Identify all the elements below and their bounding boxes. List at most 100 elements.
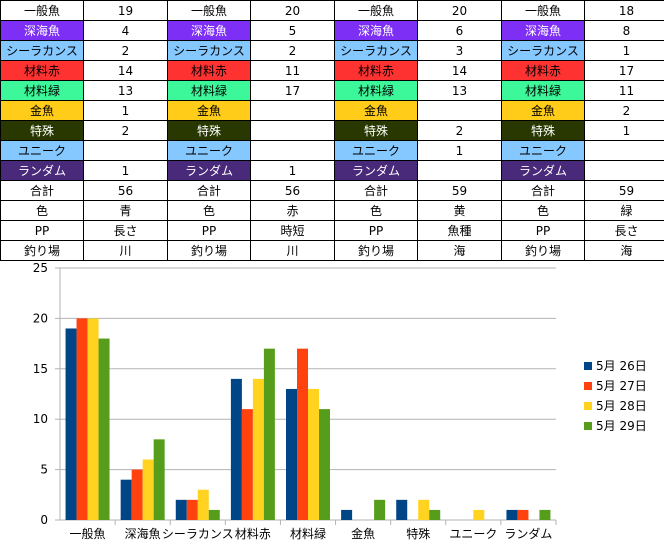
cell-iro-1[interactable]: 青 <box>83 200 168 221</box>
row-label-zaiaka[interactable]: 材料赤 <box>334 60 418 81</box>
cell-zaiaka-1[interactable]: 14 <box>83 60 168 81</box>
row-label-kingyo[interactable]: 金魚 <box>167 100 251 121</box>
cell-coela-4[interactable]: 1 <box>584 40 664 61</box>
cell-shinkai-1[interactable]: 4 <box>83 20 168 41</box>
cell-tsuriba-1[interactable]: 川 <box>83 240 168 261</box>
row-label-unique[interactable]: ユニーク <box>334 140 418 161</box>
cell-random-1[interactable]: 1 <box>83 160 168 181</box>
cell-tokushu-2[interactable] <box>250 120 335 141</box>
row-label-shinkai[interactable]: 深海魚 <box>501 20 585 41</box>
row-label-ippan[interactable]: 一般魚 <box>501 0 585 21</box>
row-label-tokushu[interactable]: 特殊 <box>167 120 251 141</box>
cell-zaiaka-3[interactable]: 14 <box>417 60 502 81</box>
cell-zaimidori-2[interactable]: 17 <box>250 80 335 101</box>
cell-total-1[interactable]: 56 <box>83 180 168 201</box>
cell-zaimidori-3[interactable]: 13 <box>417 80 502 101</box>
row-label-kingyo[interactable]: 金魚 <box>334 100 418 121</box>
row-label-random[interactable]: ランダム <box>0 160 84 181</box>
cell-kingyo-2[interactable] <box>250 100 335 121</box>
row-label-kingyo[interactable]: 金魚 <box>501 100 585 121</box>
cell-unique-3[interactable]: 1 <box>417 140 502 161</box>
row-label-random[interactable]: ランダム <box>501 160 585 181</box>
cell-shinkai-4[interactable]: 8 <box>584 20 664 41</box>
cell-ippan-3[interactable]: 20 <box>417 0 502 21</box>
bar-シーラカンス-5月 26日 <box>175 499 187 520</box>
cell-tokushu-4[interactable]: 1 <box>584 120 664 141</box>
row-label-ippan[interactable]: 一般魚 <box>0 0 84 21</box>
cell-random-2[interactable]: 1 <box>250 160 335 181</box>
cell-total-4[interactable]: 59 <box>584 180 664 201</box>
row-label-unique[interactable]: ユニーク <box>167 140 251 161</box>
cell-kingyo-1[interactable]: 1 <box>83 100 168 121</box>
row-label-ippan[interactable]: 一般魚 <box>167 0 251 21</box>
row-label-zaimidori[interactable]: 材料緑 <box>167 80 251 101</box>
cell-tsuriba-2[interactable]: 川 <box>250 240 335 261</box>
cell-tsuriba-4[interactable]: 海 <box>584 240 664 261</box>
row-label-zaiaka[interactable]: 材料赤 <box>167 60 251 81</box>
row-label-zaiaka[interactable]: 材料赤 <box>501 60 585 81</box>
cell-unique-1[interactable] <box>83 140 168 161</box>
row-label-zaimidori[interactable]: 材料緑 <box>334 80 418 101</box>
row-label-tsuriba[interactable]: 釣り場 <box>0 240 84 261</box>
cell-kingyo-4[interactable]: 2 <box>584 100 664 121</box>
ytick-label-0: 0 <box>40 513 48 527</box>
cell-zaiaka-2[interactable]: 11 <box>250 60 335 81</box>
bar-材料緑-5月 27日 <box>297 348 308 520</box>
row-label-total[interactable]: 合計 <box>0 180 84 201</box>
cell-coela-1[interactable]: 2 <box>83 40 168 61</box>
cell-zaimidori-1[interactable]: 13 <box>83 80 168 101</box>
cell-ippan-2[interactable]: 20 <box>250 0 335 21</box>
row-label-tsuriba[interactable]: 釣り場 <box>501 240 585 261</box>
cell-ippan-1[interactable]: 19 <box>83 0 168 21</box>
cell-zaiaka-4[interactable]: 17 <box>584 60 664 81</box>
row-label-unique[interactable]: ユニーク <box>0 140 84 161</box>
row-label-total[interactable]: 合計 <box>167 180 251 201</box>
row-label-tokushu[interactable]: 特殊 <box>334 120 418 141</box>
row-label-zaimidori[interactable]: 材料緑 <box>501 80 585 101</box>
cell-coela-3[interactable]: 3 <box>417 40 502 61</box>
cell-iro-4[interactable]: 緑 <box>584 200 664 221</box>
cell-kingyo-3[interactable] <box>417 100 502 121</box>
bar-深海魚-5月 26日 <box>120 479 132 520</box>
cell-ippan-4[interactable]: 18 <box>584 0 664 21</box>
row-label-tsuriba[interactable]: 釣り場 <box>334 240 418 261</box>
cell-random-4[interactable] <box>584 160 664 181</box>
row-label-kingyo[interactable]: 金魚 <box>0 100 84 121</box>
cell-tsuriba-3[interactable]: 海 <box>417 240 502 261</box>
row-label-shinkai[interactable]: 深海魚 <box>334 20 418 41</box>
row-label-unique[interactable]: ユニーク <box>501 140 585 161</box>
row-label-coela[interactable]: シーラカンス <box>501 40 585 61</box>
cell-total-3[interactable]: 59 <box>417 180 502 201</box>
row-label-shinkai[interactable]: 深海魚 <box>0 20 84 41</box>
cell-total-2[interactable]: 56 <box>250 180 335 201</box>
row-label-pp[interactable]: PP <box>334 220 418 241</box>
cell-tokushu-1[interactable]: 2 <box>83 120 168 141</box>
row-label-coela[interactable]: シーラカンス <box>0 40 84 61</box>
cell-iro-2[interactable]: 赤 <box>250 200 335 221</box>
row-label-iro[interactable]: 色 <box>0 200 84 221</box>
cell-iro-3[interactable]: 黄 <box>417 200 502 221</box>
row-label-coela[interactable]: シーラカンス <box>334 40 418 61</box>
cell-unique-4[interactable] <box>584 140 664 161</box>
row-label-coela[interactable]: シーラカンス <box>167 40 251 61</box>
cell-shinkai-3[interactable]: 6 <box>417 20 502 41</box>
row-label-iro[interactable]: 色 <box>167 200 251 221</box>
row-label-total[interactable]: 合計 <box>501 180 585 201</box>
row-label-iro[interactable]: 色 <box>334 200 418 221</box>
cell-zaimidori-4[interactable]: 11 <box>584 80 664 101</box>
row-label-random[interactable]: ランダム <box>167 160 251 181</box>
cell-tokushu-3[interactable]: 2 <box>417 120 502 141</box>
row-label-tokushu[interactable]: 特殊 <box>0 120 84 141</box>
row-label-zaiaka[interactable]: 材料赤 <box>0 60 84 81</box>
row-label-iro[interactable]: 色 <box>501 200 585 221</box>
row-label-ippan[interactable]: 一般魚 <box>334 0 418 21</box>
row-label-shinkai[interactable]: 深海魚 <box>167 20 251 41</box>
cell-random-3[interactable] <box>417 160 502 181</box>
cell-unique-2[interactable] <box>250 140 335 161</box>
row-label-random[interactable]: ランダム <box>334 160 418 181</box>
cell-shinkai-2[interactable]: 5 <box>250 20 335 41</box>
cell-coela-2[interactable]: 2 <box>250 40 335 61</box>
row-label-zaimidori[interactable]: 材料緑 <box>0 80 84 101</box>
row-label-tokushu[interactable]: 特殊 <box>501 120 585 141</box>
row-label-total[interactable]: 合計 <box>334 180 418 201</box>
